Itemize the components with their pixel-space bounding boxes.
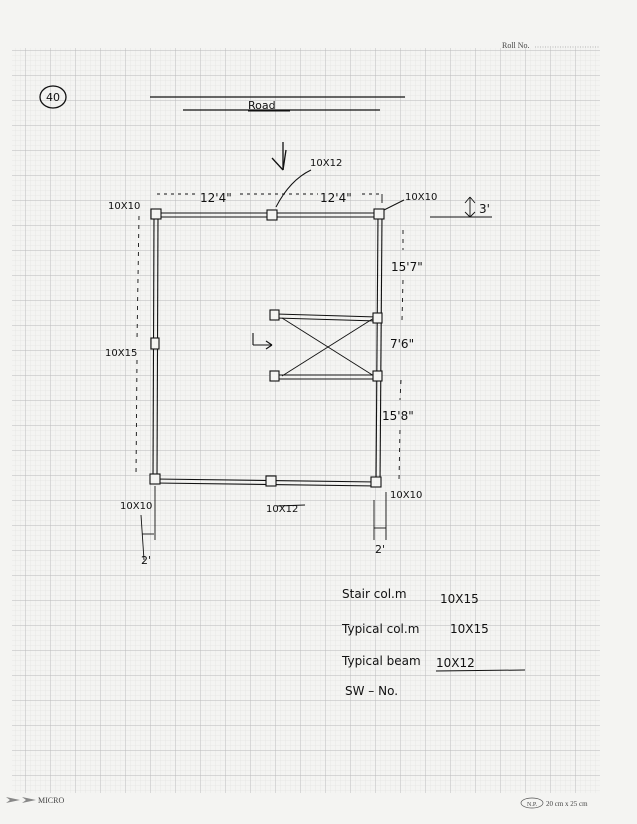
footer-badge: N.P. [527,802,538,808]
note-typical-col-value: 10X15 [450,622,489,636]
column-label-bottom-right: 10X10 [390,490,422,501]
column-bottom-left [149,473,161,485]
stair-entry-arrow-icon [252,333,273,350]
dim-right-lower: 15'8" [382,409,414,423]
column-top-right [373,208,385,220]
footer-badge-oval [520,797,544,809]
dim-top-left-span: 12'4" [200,191,232,205]
column-top-middle [266,209,278,221]
sheet-number-circle [39,85,67,109]
column-label-top-middle: 10X12 [310,158,342,169]
column-label-bottom-left: 10X10 [120,501,152,512]
column-left-middle [150,337,160,350]
stair-opening [275,313,378,380]
note-sw: SW – No. [345,684,398,698]
micro-arrow-icon [6,797,36,803]
roll-no-label: Roll No. [502,41,530,50]
note-typical-col-label: Typical col.m [341,622,419,636]
column-bottom-right [370,476,382,488]
leader-top-middle [275,169,312,208]
dim-top-right-span: 12'4" [320,191,352,205]
column-label-bottom-middle: 10X12 [266,504,298,515]
column-label-top-left: 10X10 [108,201,140,212]
down-arrow-icon [271,142,287,171]
graph-grid [12,48,600,793]
column-label-left-middle: 10X15 [105,348,137,359]
dim-offset-right: 2' [375,543,385,556]
column-top-left [150,208,162,220]
dimension-lines [135,193,492,561]
column-stair-top-left [269,309,280,321]
sheet-number: 40 [46,91,60,104]
dim-offset-left: 2' [141,554,151,567]
footer-size: 20 cm x 25 cm [546,800,588,808]
dim-right-middle: 7'6" [390,337,414,351]
leader-bottom-middle [276,504,306,507]
column-stair-bottom-left [269,370,280,382]
dim-right-upper: 15'7" [391,260,423,274]
leader-top-right [383,199,405,211]
footer-brand: MICRO [38,796,64,805]
note-stair-col-value: 10X15 [440,592,479,606]
note-beam-underline [435,669,526,672]
column-stair-bottom-right [372,370,383,382]
note-typical-beam-value: 10X12 [436,656,475,670]
road-label: Road [248,99,276,112]
column-label-top-right: 10X10 [405,192,437,203]
column-stair-top-right [372,312,383,324]
dim-offset-top: 3' [479,202,490,216]
note-stair-col-label: Stair col.m [342,587,407,601]
column-bottom-middle [265,475,277,487]
note-typical-beam-label: Typical beam [341,654,421,668]
